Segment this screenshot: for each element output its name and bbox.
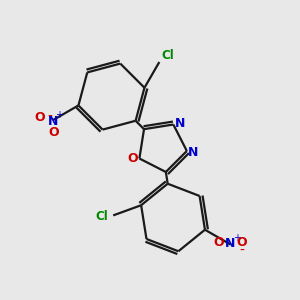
Text: N: N [47, 115, 58, 128]
Text: Cl: Cl [95, 210, 108, 224]
Text: O: O [213, 236, 224, 249]
Text: O: O [128, 152, 138, 165]
Text: N: N [188, 146, 199, 159]
Text: -: - [47, 110, 52, 124]
Text: N: N [175, 116, 185, 130]
Text: -: - [240, 244, 244, 257]
Text: Cl: Cl [161, 49, 174, 62]
Text: N: N [225, 237, 235, 250]
Text: +: + [55, 110, 63, 120]
Text: O: O [237, 236, 247, 249]
Text: O: O [48, 126, 58, 139]
Text: +: + [233, 233, 241, 243]
Text: O: O [34, 111, 45, 124]
